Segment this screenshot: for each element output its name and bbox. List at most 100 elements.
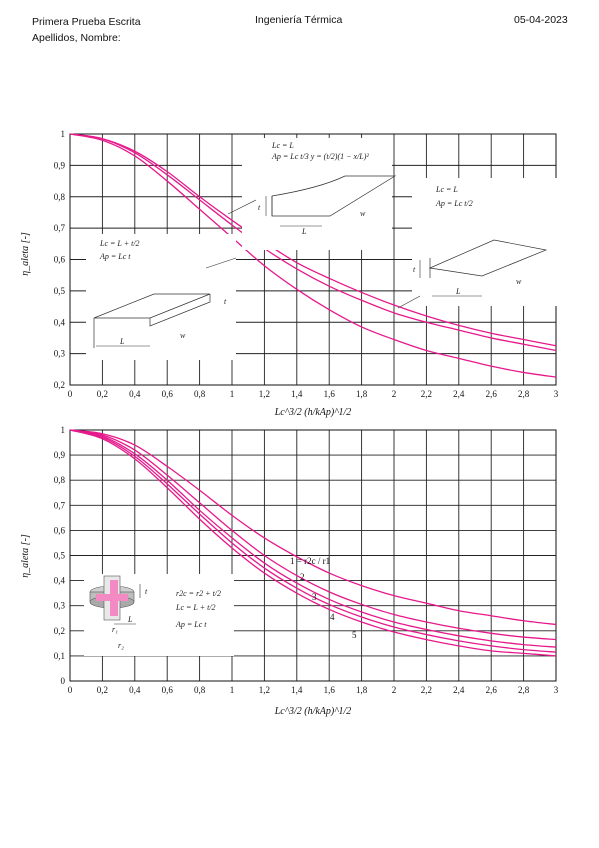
inset-annular-line1: r2c = r2 + t/2 bbox=[176, 589, 221, 598]
inset-triangular-line1: Lc = L bbox=[435, 185, 458, 194]
chart1-series bbox=[69, 133, 557, 378]
c2-frame bbox=[69, 429, 557, 682]
c2-xtick: 0,8 bbox=[194, 685, 206, 695]
c1-xtick: 1,2 bbox=[259, 389, 270, 399]
svg-text:L: L bbox=[119, 337, 125, 346]
chart1-xlabel: Lc^3/2 (h/kAp)^1/2 bbox=[274, 407, 351, 418]
c1-ytick: 1 bbox=[61, 129, 66, 139]
c2-ytick: 0,5 bbox=[54, 551, 66, 561]
curve-label-4: 4 bbox=[330, 612, 335, 622]
c2-xtick: 0,2 bbox=[97, 685, 108, 695]
c1-xtick: 0,6 bbox=[162, 389, 174, 399]
svg-text:t: t bbox=[145, 587, 148, 596]
exam-date: 05-04-2023 bbox=[514, 14, 568, 26]
c2-xtick: 2,8 bbox=[518, 685, 530, 695]
c1-series-3 bbox=[69, 133, 557, 378]
chart2-ylabel: η_aleta [-] bbox=[20, 534, 31, 578]
c2-xtick: 1,8 bbox=[356, 685, 368, 695]
curve-label-5: 5 bbox=[352, 630, 357, 640]
c1-xtick: 2,6 bbox=[486, 389, 498, 399]
inset-rectangular-fin: Lc = L + t/2 Ap = Lc t L w t bbox=[86, 234, 237, 360]
fin-efficiency-chart-straight: 0 0,2 0,4 0,6 0,8 1 1,2 1,4 1,6 1,8 2 2,2 2,4 2,6 2,8 3… bbox=[20, 129, 562, 418]
svg-text:L: L bbox=[127, 615, 133, 624]
svg-text:t: t bbox=[258, 203, 261, 212]
c1-ytick: 0,6 bbox=[54, 255, 66, 265]
c2-series-1 bbox=[69, 429, 557, 626]
svg-text:w: w bbox=[516, 277, 522, 286]
c1-xtick: 0,2 bbox=[97, 389, 108, 399]
chart1-ylabel: η_aleta [-] bbox=[20, 232, 31, 276]
c2-xtick: 3 bbox=[554, 685, 559, 695]
c1-xtick: 2,8 bbox=[518, 389, 530, 399]
c2-xtick: 1,6 bbox=[324, 685, 336, 695]
c1-series-1 bbox=[69, 133, 557, 352]
c2-series-5 bbox=[69, 429, 557, 657]
c1-xtick: 2 bbox=[392, 389, 397, 399]
exam-title: Primera Prueba Escrita bbox=[32, 16, 141, 28]
c1-ytick: 0,5 bbox=[54, 286, 66, 296]
inset-parabolic-line2: Ap = Lc t/3 y = (t/2)(1 − x/L)² bbox=[271, 152, 369, 161]
c2-xtick: 0 bbox=[68, 685, 73, 695]
c1-xtick: 0,8 bbox=[194, 389, 206, 399]
curve-label-2: 2 bbox=[300, 572, 305, 582]
svg-text:w: w bbox=[360, 209, 366, 218]
c1-xtick: 1 bbox=[230, 389, 235, 399]
c1-series-2 bbox=[69, 133, 557, 347]
c2-xtick: 1,2 bbox=[259, 685, 270, 695]
c2-ytick: 0 bbox=[61, 676, 66, 686]
c2-xtick: 2,6 bbox=[486, 685, 498, 695]
svg-text:L: L bbox=[301, 227, 307, 236]
c1-xtick: 1,8 bbox=[356, 389, 368, 399]
chart2-axes bbox=[69, 429, 557, 682]
inset-rectangular-line2: Ap = Lc t bbox=[99, 252, 131, 261]
c1-ytick: 0,9 bbox=[54, 160, 66, 170]
c2-ytick: 0,2 bbox=[54, 626, 65, 636]
c2-ytick: 0,9 bbox=[54, 450, 66, 460]
c1-ytick: 0,4 bbox=[54, 317, 66, 327]
curve-label-1: 1 = r2c / r1 bbox=[290, 556, 330, 566]
inset-parabolic-line1: Lc = L bbox=[271, 141, 294, 150]
c2-series-2 bbox=[69, 429, 557, 641]
c2-series-4 bbox=[69, 429, 557, 653]
c2-ytick: 0,3 bbox=[54, 601, 66, 611]
c2-xtick: 2,2 bbox=[421, 685, 432, 695]
chart2-ticks: 0 0,2 0,4 0,6 0,8 1 1,2 1,4 1,6 1,8 2 2,2 2,4 2,6 2,8 3… bbox=[54, 425, 559, 695]
chart2-series bbox=[69, 429, 557, 657]
inset-annular-fin: t L r₁ r₂ r2c = r2 + t/2 Lc = L + t/2 Ap… bbox=[84, 574, 234, 656]
c1-xtick: 1,4 bbox=[291, 389, 303, 399]
c2-series-3 bbox=[69, 429, 557, 648]
c1-xtick: 2,4 bbox=[453, 389, 465, 399]
c1-ytick: 0,7 bbox=[54, 223, 66, 233]
c2-ytick: 0,4 bbox=[54, 576, 66, 586]
c2-ytick: 0,8 bbox=[54, 475, 66, 485]
svg-text:w: w bbox=[180, 331, 186, 340]
c2-ytick: 0,1 bbox=[54, 651, 65, 661]
chart2-grid bbox=[70, 430, 556, 681]
c2-xtick: 2 bbox=[392, 685, 397, 695]
c2-ytick: 1 bbox=[61, 425, 66, 435]
chart1-ticks: 0 0,2 0,4 0,6 0,8 1 1,2 1,4 1,6 1,8 2 2,2 2,4 2,6 2,8 3… bbox=[54, 129, 559, 399]
inset-rectangular-line1: Lc = L + t/2 bbox=[99, 239, 140, 248]
header-left: Primera Prueba Escrita Apellidos, Nombre… bbox=[32, 14, 141, 46]
chart2-xlabel: Lc^3/2 (h/kAp)^1/2 bbox=[274, 706, 351, 717]
c2-ytick: 0,6 bbox=[54, 525, 66, 535]
c1-ytick: 0,2 bbox=[54, 380, 65, 390]
c2-xtick: 2,4 bbox=[453, 685, 465, 695]
svg-text:t: t bbox=[413, 265, 416, 274]
inset-triangular-fin: Lc = L Ap = Lc t/2 t L w bbox=[397, 178, 562, 309]
svg-text:r₁: r₁ bbox=[112, 625, 118, 634]
c1-xtick: 1,6 bbox=[324, 389, 336, 399]
svg-text:t: t bbox=[224, 297, 227, 306]
c1-xtick: 0 bbox=[68, 389, 73, 399]
inset-annular-line3: Ap = Lc t bbox=[175, 620, 207, 629]
c2-xtick: 0,6 bbox=[162, 685, 174, 695]
c1-ytick: 0,8 bbox=[54, 192, 66, 202]
c2-xtick: 0,4 bbox=[129, 685, 141, 695]
inset-triangular-line2: Ap = Lc t/2 bbox=[435, 199, 473, 208]
fin-efficiency-chart-annular: 0 0,2 0,4 0,6 0,8 1 1,2 1,4 1,6 1,8 2 2,2 2,4 2,6 2,8 3… bbox=[20, 425, 559, 717]
c2-xtick: 1,4 bbox=[291, 685, 303, 695]
inset-parabolic-fin: Lc = L Ap = Lc t/3 y = (t/2)(1 − x/L)² t… bbox=[227, 138, 397, 250]
c1-ytick: 0,3 bbox=[54, 349, 66, 359]
course-title: Ingeniería Térmica bbox=[255, 14, 343, 26]
c1-xtick: 0,4 bbox=[129, 389, 141, 399]
